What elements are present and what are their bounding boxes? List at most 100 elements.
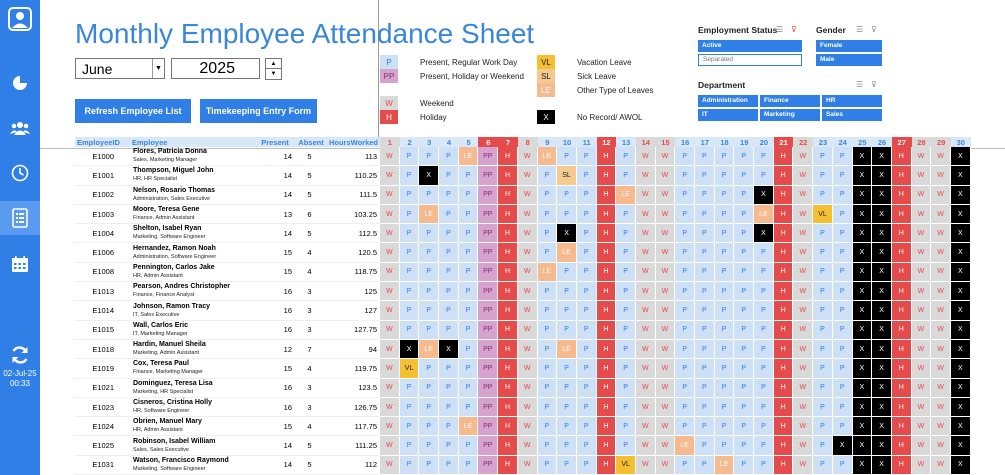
attendance-cell[interactable]: W [655,301,676,321]
attendance-cell[interactable]: P [832,339,853,360]
attendance-cell[interactable]: W [380,204,400,225]
attendance-cell[interactable]: W [635,147,656,167]
attendance-cell[interactable]: W [655,243,676,263]
attendance-cell[interactable]: P [616,397,636,418]
attendance-cell[interactable]: P [616,204,636,225]
attendance-cell[interactable]: W [517,436,538,456]
attendance-cell[interactable]: H [498,436,518,456]
attendance-cell[interactable]: W [380,262,400,283]
attendance-cell[interactable]: W [655,204,676,225]
attendance-cell[interactable]: W [911,417,932,437]
attendance-cell[interactable]: LE [616,185,636,205]
attendance-cell[interactable]: P [832,147,853,167]
attendance-cell[interactable]: X [950,147,971,167]
attendance-cell[interactable]: W [635,455,656,475]
attendance-cell[interactable]: X [872,243,892,263]
attendance-cell[interactable]: W [635,224,656,244]
attendance-cell[interactable]: X [872,417,892,437]
attendance-cell[interactable]: P [399,320,420,340]
attendance-cell[interactable]: P [458,359,479,379]
attendance-cell[interactable]: P [557,359,577,379]
attendance-cell[interactable]: P [813,320,833,340]
attendance-cell[interactable]: H [498,455,518,475]
attendance-cell[interactable]: H [773,224,794,244]
attendance-cell[interactable]: P [537,320,558,340]
attendance-cell[interactable]: H [498,339,518,360]
multi-select-icon[interactable]: ☰ [856,80,864,89]
attendance-cell[interactable]: W [911,436,932,456]
attendance-cell[interactable]: W [911,147,932,167]
attendance-cell[interactable]: P [813,436,833,456]
attendance-cell[interactable]: P [675,185,695,205]
attendance-cell[interactable]: P [734,301,755,321]
attendance-cell[interactable]: P [675,455,695,475]
attendance-cell[interactable]: P [419,147,440,167]
attendance-cell[interactable]: W [793,320,814,340]
attendance-cell[interactable]: P [439,320,459,340]
attendance-cell[interactable]: P [439,397,459,418]
attendance-cell[interactable]: P [695,417,715,437]
attendance-cell[interactable]: P [616,320,636,340]
attendance-cell[interactable]: W [655,397,676,418]
attendance-cell[interactable]: P [695,204,715,225]
attendance-cell[interactable]: W [655,262,676,283]
attendance-cell[interactable]: P [714,320,735,340]
attendance-cell[interactable]: H [891,397,912,418]
attendance-cell[interactable]: W [517,282,538,302]
attendance-cell[interactable]: X [950,378,971,398]
attendance-cell[interactable]: P [734,204,755,225]
attendance-cell[interactable]: H [596,320,617,340]
attendance-cell[interactable]: W [655,436,676,456]
attendance-cell[interactable]: H [596,359,617,379]
attendance-cell[interactable]: P [675,204,695,225]
attendance-cell[interactable]: P [557,262,577,283]
attendance-cell[interactable]: W [793,339,814,360]
table-row[interactable]: E1031 Watson, Francisco Raymond Marketing,… [75,455,971,475]
attendance-cell[interactable]: LE [537,262,558,283]
attendance-cell[interactable]: P [537,166,558,186]
attendance-cell[interactable]: PP [478,436,499,456]
attendance-cell[interactable]: X [872,204,892,225]
attendance-cell[interactable]: W [931,436,951,456]
attendance-cell[interactable]: H [891,378,912,398]
slicer-item-male[interactable]: Male [816,54,882,66]
attendance-cell[interactable]: W [380,224,400,244]
attendance-cell[interactable]: P [576,417,597,437]
attendance-cell[interactable]: P [419,185,440,205]
attendance-cell[interactable]: W [931,455,951,475]
attendance-cell[interactable]: P [399,185,420,205]
attendance-cell[interactable]: P [458,166,479,186]
attendance-cell[interactable]: W [635,282,656,302]
attendance-cell[interactable]: W [635,436,656,456]
attendance-cell[interactable]: W [931,301,951,321]
attendance-cell[interactable]: W [931,417,951,437]
attendance-cell[interactable]: P [576,204,597,225]
attendance-cell[interactable]: H [773,339,794,360]
attendance-cell[interactable]: P [616,339,636,360]
attendance-cell[interactable]: W [380,359,400,379]
attendance-cell[interactable]: P [832,166,853,186]
attendance-cell[interactable]: W [793,436,814,456]
slicer-item-marketing[interactable]: Marketing [760,109,820,121]
attendance-cell[interactable]: P [714,359,735,379]
attendance-cell[interactable]: P [557,301,577,321]
attendance-cell[interactable]: P [832,320,853,340]
table-row[interactable]: E1014 Johnson, Ramon Tracy IT, Sales Execu… [75,301,971,321]
attendance-cell[interactable]: H [891,282,912,302]
attendance-cell[interactable]: W [635,185,656,205]
attendance-cell[interactable]: X [950,243,971,263]
attendance-cell[interactable]: PP [478,166,499,186]
attendance-cell[interactable]: W [931,204,951,225]
attendance-cell[interactable]: P [714,243,735,263]
attendance-cell[interactable]: W [635,417,656,437]
pie-chart-icon[interactable] [8,71,32,95]
attendance-cell[interactable]: W [911,185,932,205]
attendance-cell[interactable]: P [419,301,440,321]
slicer-item-finance[interactable]: Finance [760,95,820,107]
table-row[interactable]: E1006 Hernandez, Ramon Noah Administration… [75,243,971,263]
attendance-cell[interactable]: PP [478,397,499,418]
attendance-cell[interactable]: H [498,378,518,398]
attendance-cell[interactable]: LE [754,204,774,225]
attendance-cell[interactable]: P [439,359,459,379]
attendance-cell[interactable]: W [380,417,400,437]
